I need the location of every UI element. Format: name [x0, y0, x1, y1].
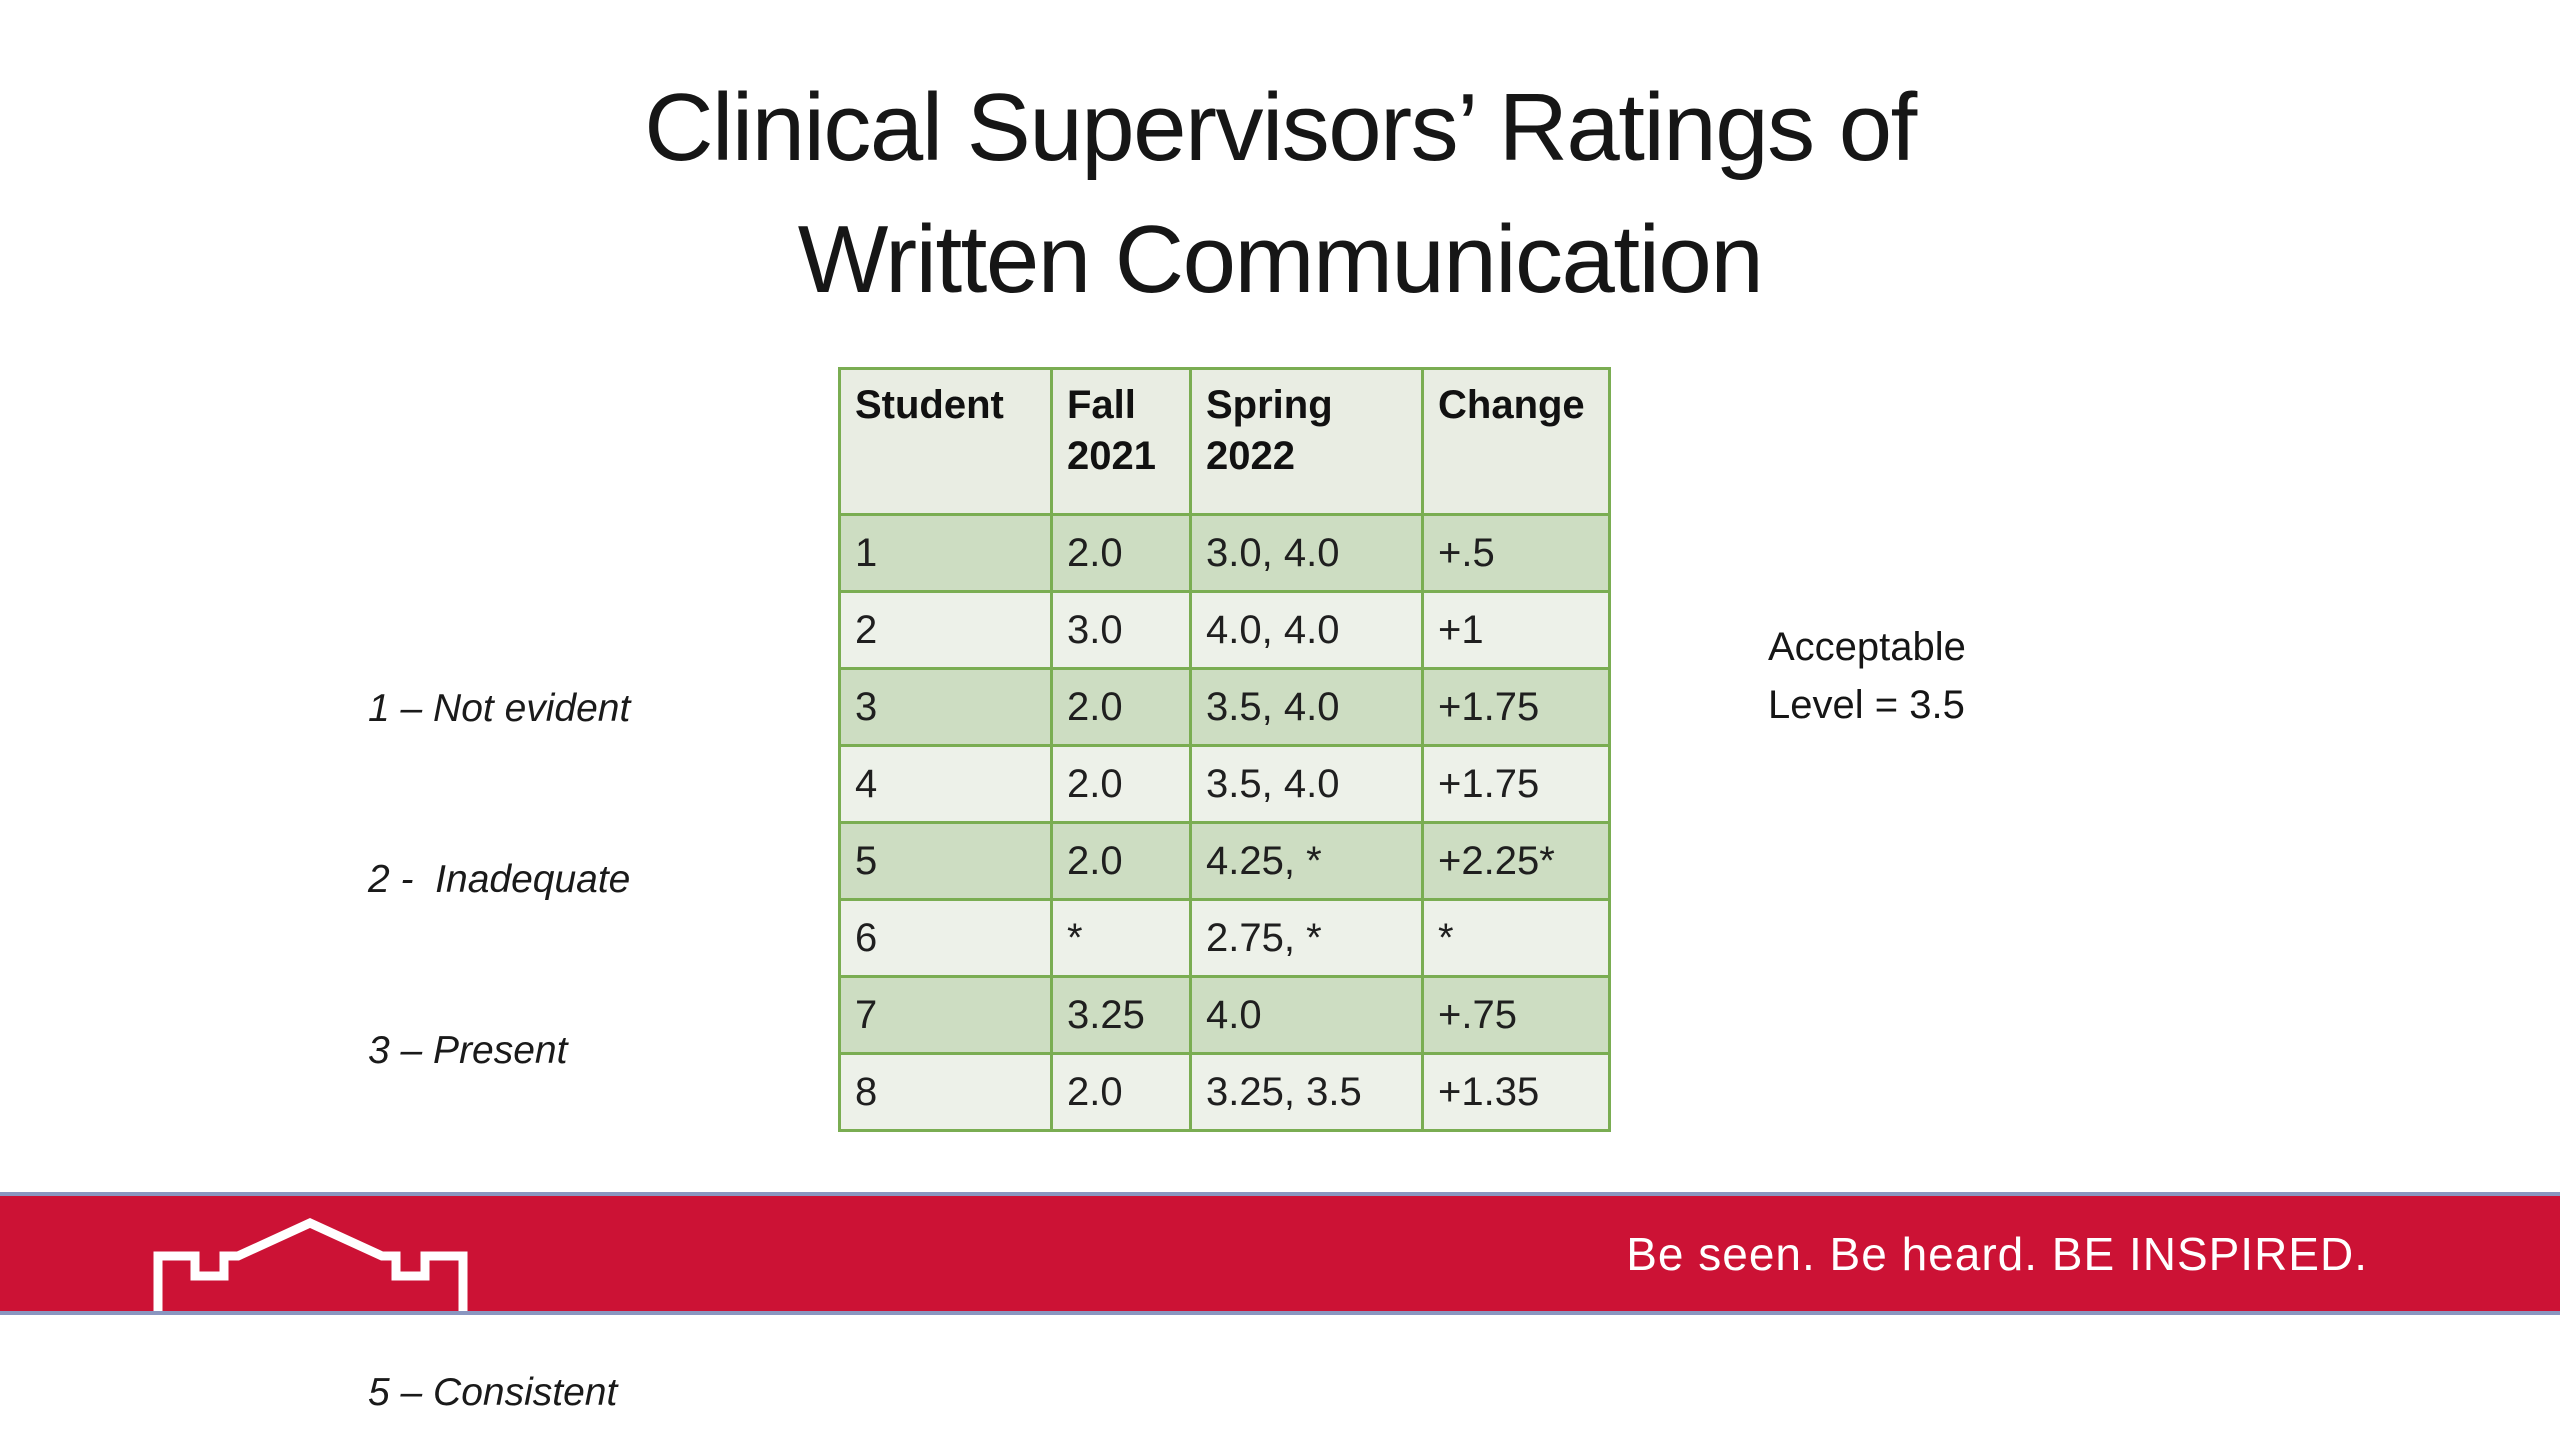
slide-title-line2: Written Communication	[797, 206, 1764, 313]
table-cell: +1.75	[1421, 744, 1611, 824]
table-cell: +.5	[1421, 513, 1611, 593]
table-cell: +1	[1421, 590, 1611, 670]
table-cell: 2.75, *	[1189, 898, 1424, 978]
table-row: 5 2.0 4.25, * +2.25*	[838, 821, 1611, 901]
table-cell: 3.25, 3.5	[1189, 1052, 1424, 1132]
table-cell: 2.0	[1050, 744, 1192, 824]
table-cell: 3.0, 4.0	[1189, 513, 1424, 593]
table-cell: 2.0	[1050, 513, 1192, 593]
table-cell: 2.0	[1050, 667, 1192, 747]
table-header-row: Student Fall 2021 Spring 2022 Change	[838, 367, 1611, 516]
table-row: 6 * 2.75, * *	[838, 898, 1611, 978]
table-cell: +2.25*	[1421, 821, 1611, 901]
table-cell: 1	[838, 513, 1053, 593]
table-cell: +1.35	[1421, 1052, 1611, 1132]
column-header-fall-2021: Fall 2021	[1050, 367, 1192, 516]
table-cell: 3	[838, 667, 1053, 747]
table-cell: *	[1050, 898, 1192, 978]
table-cell: 3.25	[1050, 975, 1192, 1055]
column-header-student: Student	[838, 367, 1053, 516]
table-row: 7 3.25 4.0 +.75	[838, 975, 1611, 1055]
table-cell: 8	[838, 1052, 1053, 1132]
legend-item: 5 – Consistent	[368, 1371, 618, 1414]
slide-title-line1: Clinical Supervisors’ Ratings of	[644, 74, 1917, 181]
table-cell: +.75	[1421, 975, 1611, 1055]
table-cell: 6	[838, 898, 1053, 978]
table-cell: 3.5, 4.0	[1189, 667, 1424, 747]
column-header-spring-2022: Spring 2022	[1189, 367, 1424, 516]
table-row: 8 2.0 3.25, 3.5 +1.35	[838, 1052, 1611, 1132]
legend-item: 3 – Present	[368, 1029, 568, 1072]
legend-item: 1 – Not evident	[368, 687, 631, 730]
column-header-change: Change	[1421, 367, 1611, 516]
legend-item: 2 - Inadequate	[368, 858, 631, 901]
acceptable-level-note: Acceptable Level = 3.5	[1768, 618, 1966, 734]
slide-title: Clinical Supervisors’ Ratings of Written…	[0, 62, 2560, 326]
table-cell: 4.0, 4.0	[1189, 590, 1424, 670]
table-row: 3 2.0 3.5, 4.0 +1.75	[838, 667, 1611, 747]
table-cell: 2.0	[1050, 1052, 1192, 1132]
table-cell: 4.25, *	[1189, 821, 1424, 901]
table-cell: 2.0	[1050, 821, 1192, 901]
acceptable-level-line2: Level = 3.5	[1768, 683, 1965, 727]
table-cell: 2	[838, 590, 1053, 670]
table-row: 1 2.0 3.0, 4.0 +.5	[838, 513, 1611, 593]
footer-banner: Be seen. Be heard. BE INSPIRED.	[0, 1192, 2560, 1315]
table-cell: 4.0	[1189, 975, 1424, 1055]
table-cell: 3.0	[1050, 590, 1192, 670]
ratings-table: Student Fall 2021 Spring 2022 Change 1 2…	[838, 367, 1611, 1132]
table-cell: 4	[838, 744, 1053, 824]
castle-outline-icon	[153, 1218, 468, 1311]
table-cell: 7	[838, 975, 1053, 1055]
table-cell: *	[1421, 898, 1611, 978]
table-cell: +1.75	[1421, 667, 1611, 747]
acceptable-level-line1: Acceptable	[1768, 625, 1966, 669]
footer-tagline: Be seen. Be heard. BE INSPIRED.	[1626, 1227, 2368, 1280]
table-row: 2 3.0 4.0, 4.0 +1	[838, 590, 1611, 670]
table-cell: 5	[838, 821, 1053, 901]
table-row: 4 2.0 3.5, 4.0 +1.75	[838, 744, 1611, 824]
table-cell: 3.5, 4.0	[1189, 744, 1424, 824]
